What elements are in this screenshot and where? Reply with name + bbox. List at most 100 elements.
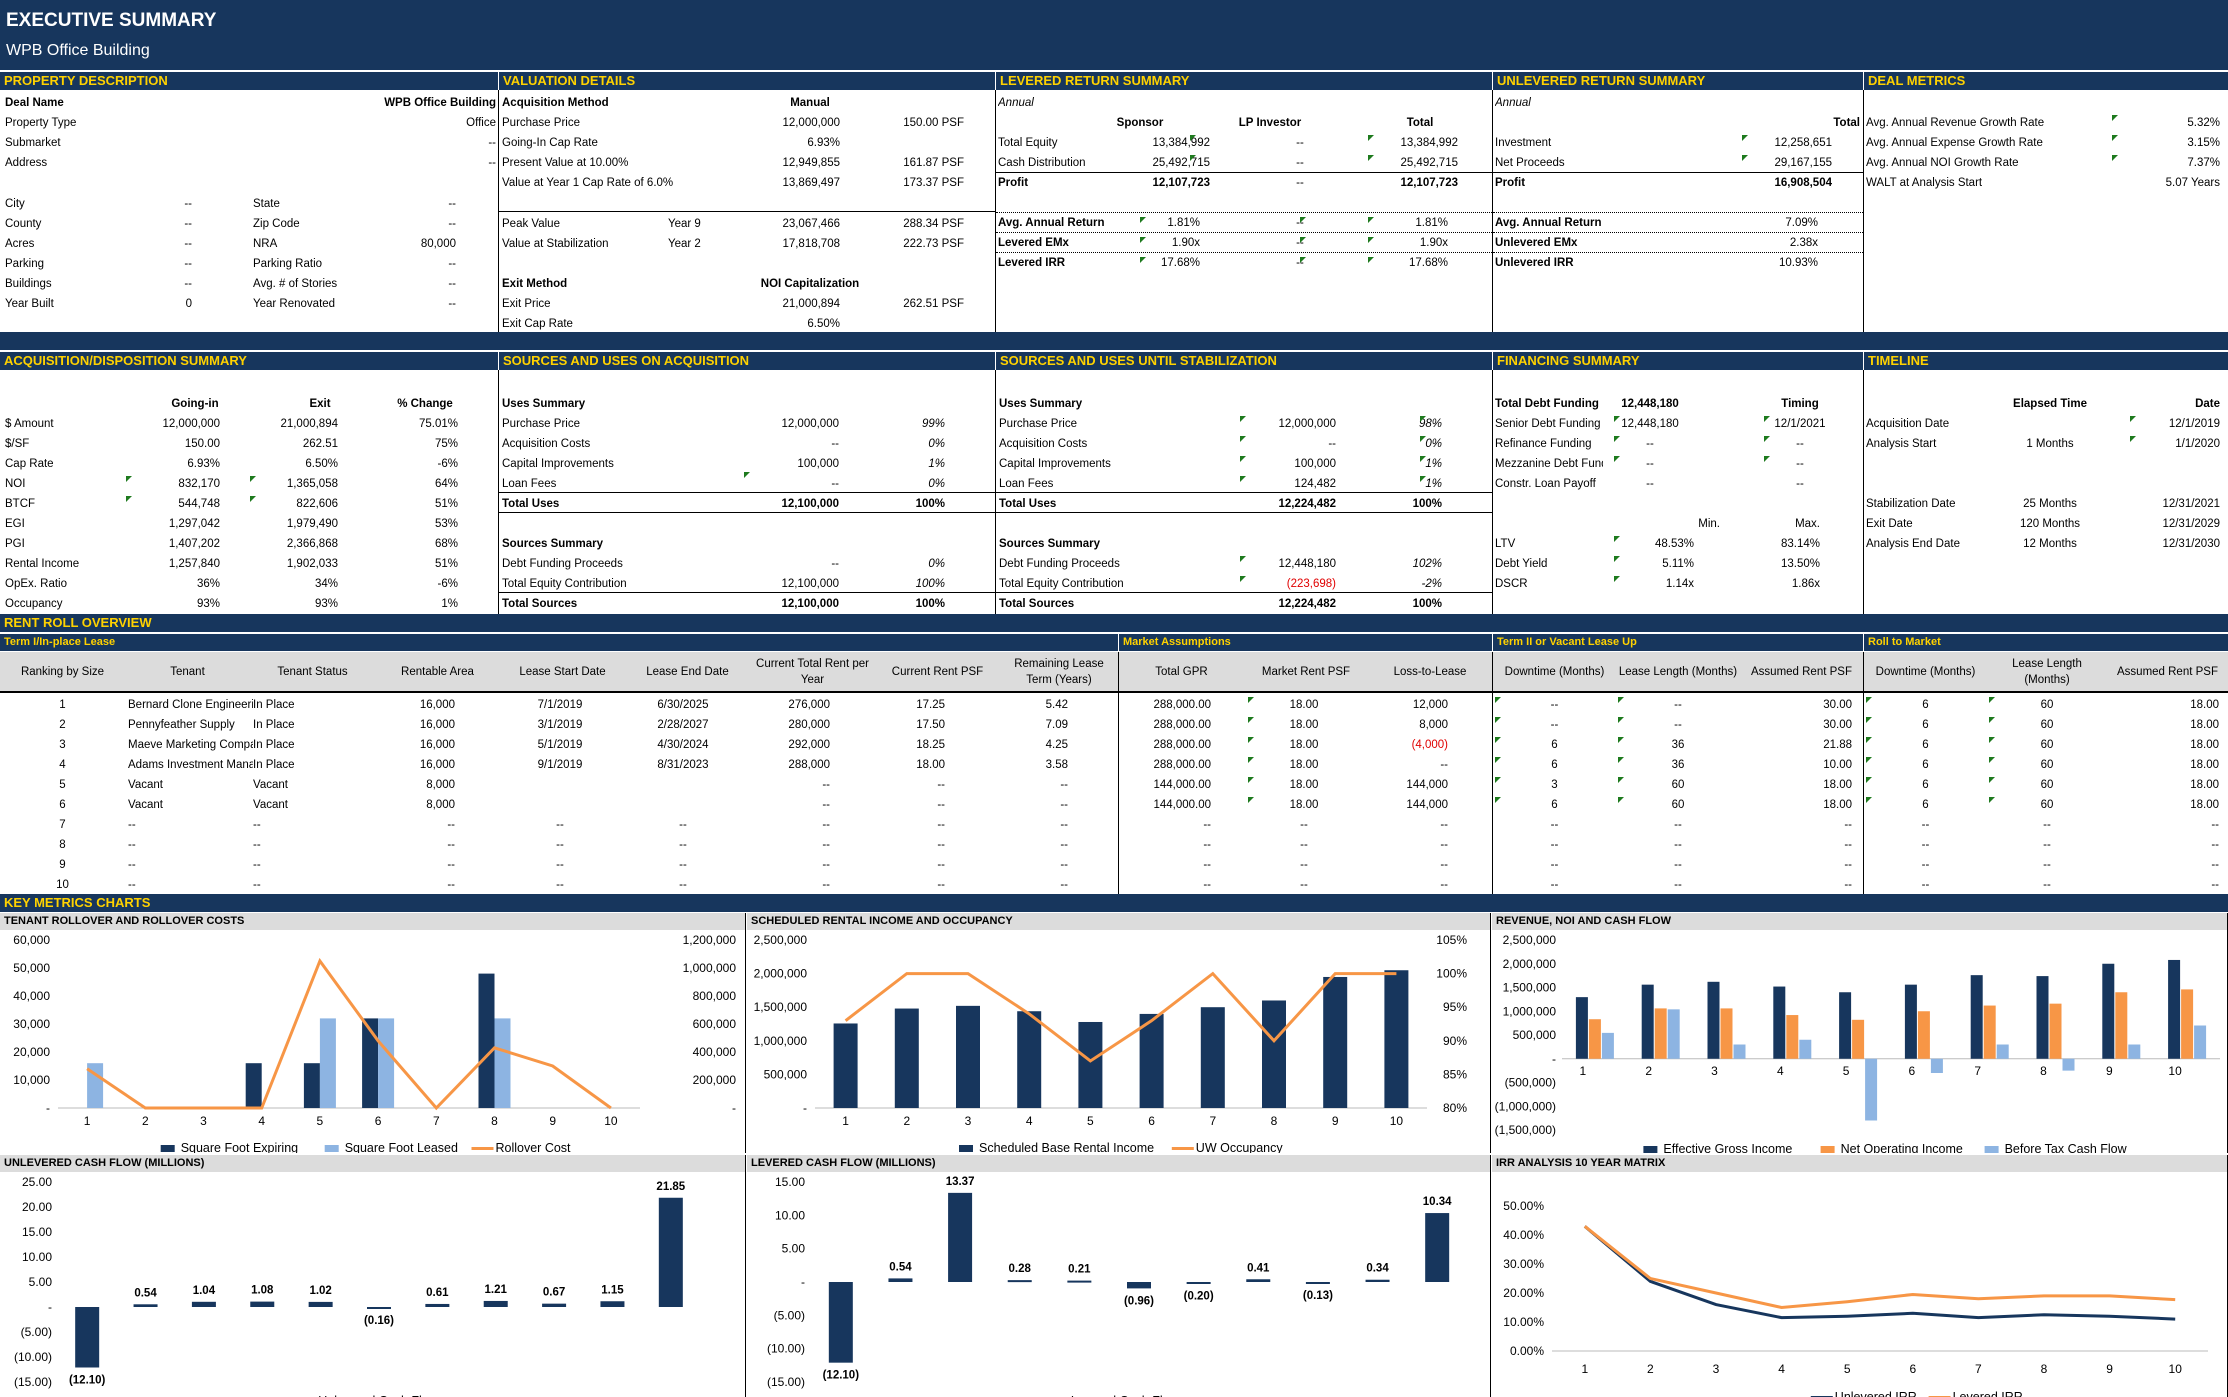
rent-roll-col-header[interactable]: Current Total Rent per Year <box>756 658 869 686</box>
rent-roll-cell[interactable]: -- <box>937 779 945 791</box>
rent-roll-cell[interactable]: -- <box>1440 879 1448 891</box>
rent-roll-cell[interactable]: -- <box>1550 859 1559 871</box>
unlevered-label[interactable]: Unlevered EMx <box>1495 237 1578 249</box>
rent-roll-cell[interactable]: 18.00 <box>2190 719 2219 731</box>
rent-roll-cell[interactable]: 18.00 <box>1289 759 1319 771</box>
valuation-value[interactable]: 6.93% <box>807 137 840 149</box>
valuation-method[interactable]: Manual <box>790 97 830 109</box>
rent-roll-cell[interactable]: -- <box>1921 819 1930 831</box>
rent-roll-cell[interactable]: -- <box>1203 819 1211 831</box>
rent-roll-cell[interactable]: 292,000 <box>788 739 830 751</box>
valuation-label[interactable]: Value at Year 1 Cap Rate of 6.0% <box>502 177 674 189</box>
sources-label[interactable]: Debt Funding Proceeds <box>502 558 623 570</box>
acq-value[interactable]: 1,297,042 <box>168 518 220 530</box>
rent-roll-cell[interactable]: 288,000 <box>788 759 830 771</box>
acq-value[interactable]: -6% <box>437 458 458 470</box>
levered-col-header[interactable]: Sponsor <box>1116 117 1164 129</box>
unlevered-value[interactable]: 7.09% <box>1785 217 1818 229</box>
uses-total-pct[interactable]: 100% <box>915 498 945 510</box>
property-value[interactable]: -- <box>488 137 496 149</box>
financing-value[interactable]: -- <box>1646 478 1654 490</box>
rent-roll-cell[interactable]: 144,000.00 <box>1153 779 1211 791</box>
rent-roll-cell[interactable]: -- <box>1550 719 1559 731</box>
property-label[interactable]: County <box>5 218 42 230</box>
uses-value[interactable]: 100,000 <box>1294 458 1336 470</box>
property-label[interactable]: Address <box>5 157 48 169</box>
financing-max[interactable]: 13.50% <box>1780 558 1820 570</box>
rent-roll-cell[interactable]: -- <box>1060 799 1068 811</box>
rent-roll-cell[interactable]: -- <box>2211 839 2219 851</box>
rent-roll-cell[interactable]: -- <box>1674 719 1682 731</box>
rent-roll-cell[interactable]: -- <box>822 779 830 791</box>
levered-value[interactable]: -- <box>1296 177 1304 189</box>
property-label[interactable]: Acres <box>5 238 35 250</box>
property-label[interactable]: Year Renovated <box>253 298 336 310</box>
rent-roll-cell[interactable]: -- <box>1550 879 1559 891</box>
rent-roll-cell[interactable]: 18.00 <box>2190 779 2219 791</box>
uses-value[interactable]: -- <box>1328 438 1336 450</box>
rent-roll-cell[interactable]: -- <box>1674 699 1682 711</box>
timeline-label[interactable]: Stabilization Date <box>1866 498 1956 510</box>
property-value[interactable]: -- <box>184 198 192 210</box>
rent-roll-cell[interactable]: Pennyfeather Supply <box>128 719 235 731</box>
metric-label[interactable]: WALT at Analysis Start <box>1866 177 1983 189</box>
rent-roll-col-header[interactable]: Tenant <box>170 666 205 678</box>
timeline-label[interactable]: Analysis End Date <box>1866 538 1960 550</box>
levered-value[interactable]: 1.81% <box>1415 217 1448 229</box>
rent-roll-cell[interactable]: 18.00 <box>2190 799 2219 811</box>
financing-label[interactable]: LTV <box>1495 538 1516 550</box>
financing-total[interactable]: 12,448,180 <box>1621 398 1679 410</box>
rent-roll-cell[interactable]: 4 <box>59 759 66 771</box>
levered-value[interactable]: -- <box>1296 237 1304 249</box>
acq-value[interactable]: 1,902,033 <box>286 558 338 570</box>
uses-label[interactable]: Loan Fees <box>999 478 1054 490</box>
financing-label[interactable]: Senior Debt Funding <box>1495 418 1601 430</box>
rent-roll-cell[interactable]: -- <box>1844 819 1852 831</box>
acq-value[interactable]: -6% <box>437 578 458 590</box>
uses-total-label[interactable]: Total Uses <box>999 498 1057 510</box>
sources-pct[interactable]: 0% <box>928 558 945 570</box>
property-value[interactable]: -- <box>448 198 456 210</box>
acq-label[interactable]: OpEx. Ratio <box>5 578 67 590</box>
exit-method-label[interactable]: Exit Method <box>502 278 568 290</box>
uses-total[interactable]: 12,100,000 <box>781 498 839 510</box>
rent-roll-cell[interactable]: 18.00 <box>1289 699 1319 711</box>
uses-total[interactable]: 12,224,482 <box>1278 498 1336 510</box>
acq-value[interactable]: 68% <box>434 538 458 550</box>
rent-roll-cell[interactable]: 18.00 <box>1289 779 1319 791</box>
financing-timing[interactable]: -- <box>1796 458 1804 470</box>
acq-col-header[interactable]: Exit <box>309 398 331 410</box>
rent-roll-cell[interactable]: 18.25 <box>916 739 945 751</box>
rent-roll-cell[interactable]: -- <box>556 859 564 871</box>
valuation-year[interactable]: Year 2 <box>668 238 701 250</box>
rent-roll-cell[interactable]: 8,000 <box>426 779 455 791</box>
rent-roll-cell[interactable]: 21.88 <box>1823 739 1852 751</box>
sources-total-pct[interactable]: 100% <box>915 598 945 610</box>
rent-roll-cell[interactable]: 17.50 <box>916 719 945 731</box>
rent-roll-cell[interactable]: 60 <box>2040 799 2054 811</box>
rent-roll-cell[interactable]: 36 <box>1671 759 1685 771</box>
acq-value[interactable]: 51% <box>434 558 458 570</box>
rent-roll-cell[interactable]: 60 <box>2040 739 2054 751</box>
rent-roll-cell[interactable]: 18.00 <box>2190 739 2219 751</box>
rent-roll-cell[interactable]: 6 <box>1551 739 1558 751</box>
rent-roll-cell[interactable]: -- <box>253 859 261 871</box>
rent-roll-cell[interactable]: 60 <box>1671 799 1685 811</box>
rent-roll-cell[interactable]: 288,000.00 <box>1153 739 1211 751</box>
metric-label[interactable]: Avg. Annual NOI Growth Rate <box>1866 157 2019 169</box>
acq-value[interactable]: 12,000,000 <box>162 418 220 430</box>
sources-value[interactable]: 12,100,000 <box>781 578 839 590</box>
rent-roll-col-header[interactable]: Loss-to-Lease <box>1393 666 1467 678</box>
levered-value[interactable]: -- <box>1296 157 1304 169</box>
timeline-date[interactable]: 12/31/2021 <box>2162 498 2220 510</box>
acq-label[interactable]: NOI <box>5 478 26 490</box>
timeline-elapsed[interactable]: 120 Months <box>2019 518 2081 530</box>
property-value[interactable]: Office <box>466 117 496 129</box>
rent-roll-cell[interactable]: Vacant <box>128 799 163 811</box>
rent-roll-cell[interactable]: -- <box>1550 839 1559 851</box>
rent-roll-cell[interactable]: 6 <box>1922 739 1929 751</box>
rent-roll-cell[interactable]: 144,000 <box>1406 799 1448 811</box>
sources-value[interactable]: -- <box>831 558 839 570</box>
rent-roll-cell[interactable]: 3.58 <box>1045 759 1068 771</box>
rent-roll-cell[interactable]: 16,000 <box>419 739 455 751</box>
